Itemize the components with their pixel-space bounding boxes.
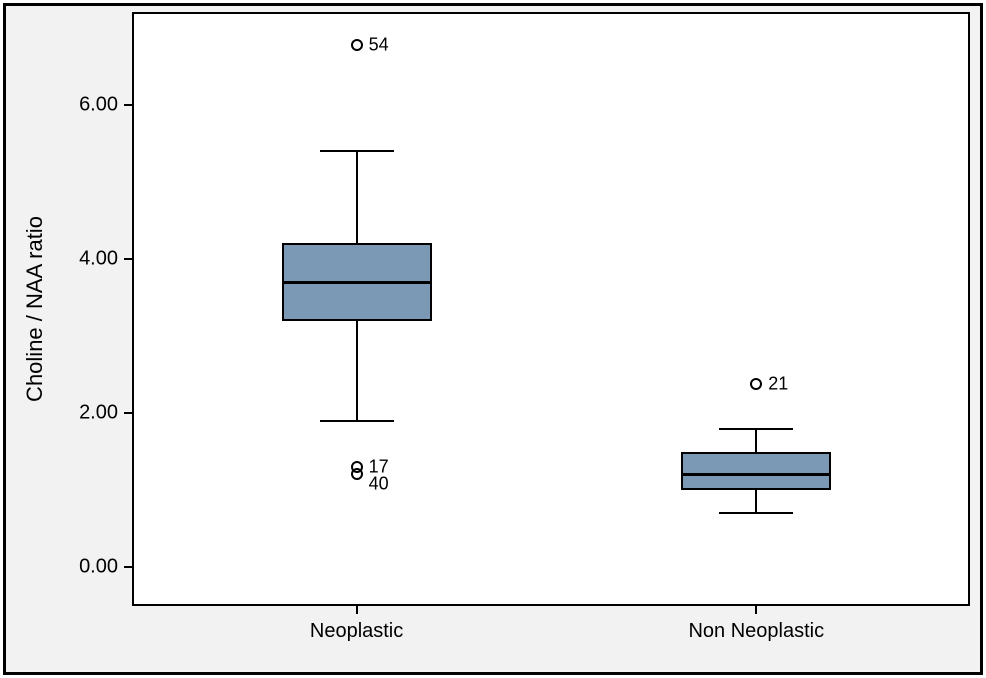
- outlier-label: 40: [369, 474, 389, 495]
- outlier-marker: [351, 39, 363, 51]
- whisker-cap-lower: [719, 512, 793, 514]
- x-tick-mark: [755, 606, 757, 614]
- outlier-label: 54: [369, 35, 389, 56]
- x-tick-label: Non Neoplastic: [606, 620, 906, 643]
- median-line: [681, 473, 831, 476]
- y-tick-label: 2.00: [62, 402, 118, 425]
- y-tick-label: 6.00: [62, 93, 118, 116]
- whisker-cap-upper: [719, 428, 793, 430]
- whisker-lower: [356, 321, 358, 421]
- y-tick-mark: [124, 104, 132, 106]
- boxplot-box: [681, 452, 831, 491]
- y-tick-label: 0.00: [62, 556, 118, 579]
- y-tick-mark: [124, 258, 132, 260]
- whisker-upper: [755, 429, 757, 452]
- y-tick-label: 4.00: [62, 247, 118, 270]
- outlier-label: 21: [768, 373, 788, 394]
- whisker-cap-upper: [320, 150, 394, 152]
- x-tick-mark: [356, 606, 358, 614]
- plot-area: [132, 12, 970, 606]
- whisker-lower: [755, 490, 757, 513]
- x-tick-label: Neoplastic: [207, 620, 507, 643]
- y-axis-title: Choline / NAA ratio: [22, 216, 48, 402]
- y-tick-mark: [124, 412, 132, 414]
- whisker-cap-lower: [320, 420, 394, 422]
- median-line: [282, 281, 432, 284]
- y-tick-mark: [124, 566, 132, 568]
- outlier-marker: [750, 378, 762, 390]
- whisker-upper: [356, 151, 358, 244]
- outlier-marker: [351, 468, 363, 480]
